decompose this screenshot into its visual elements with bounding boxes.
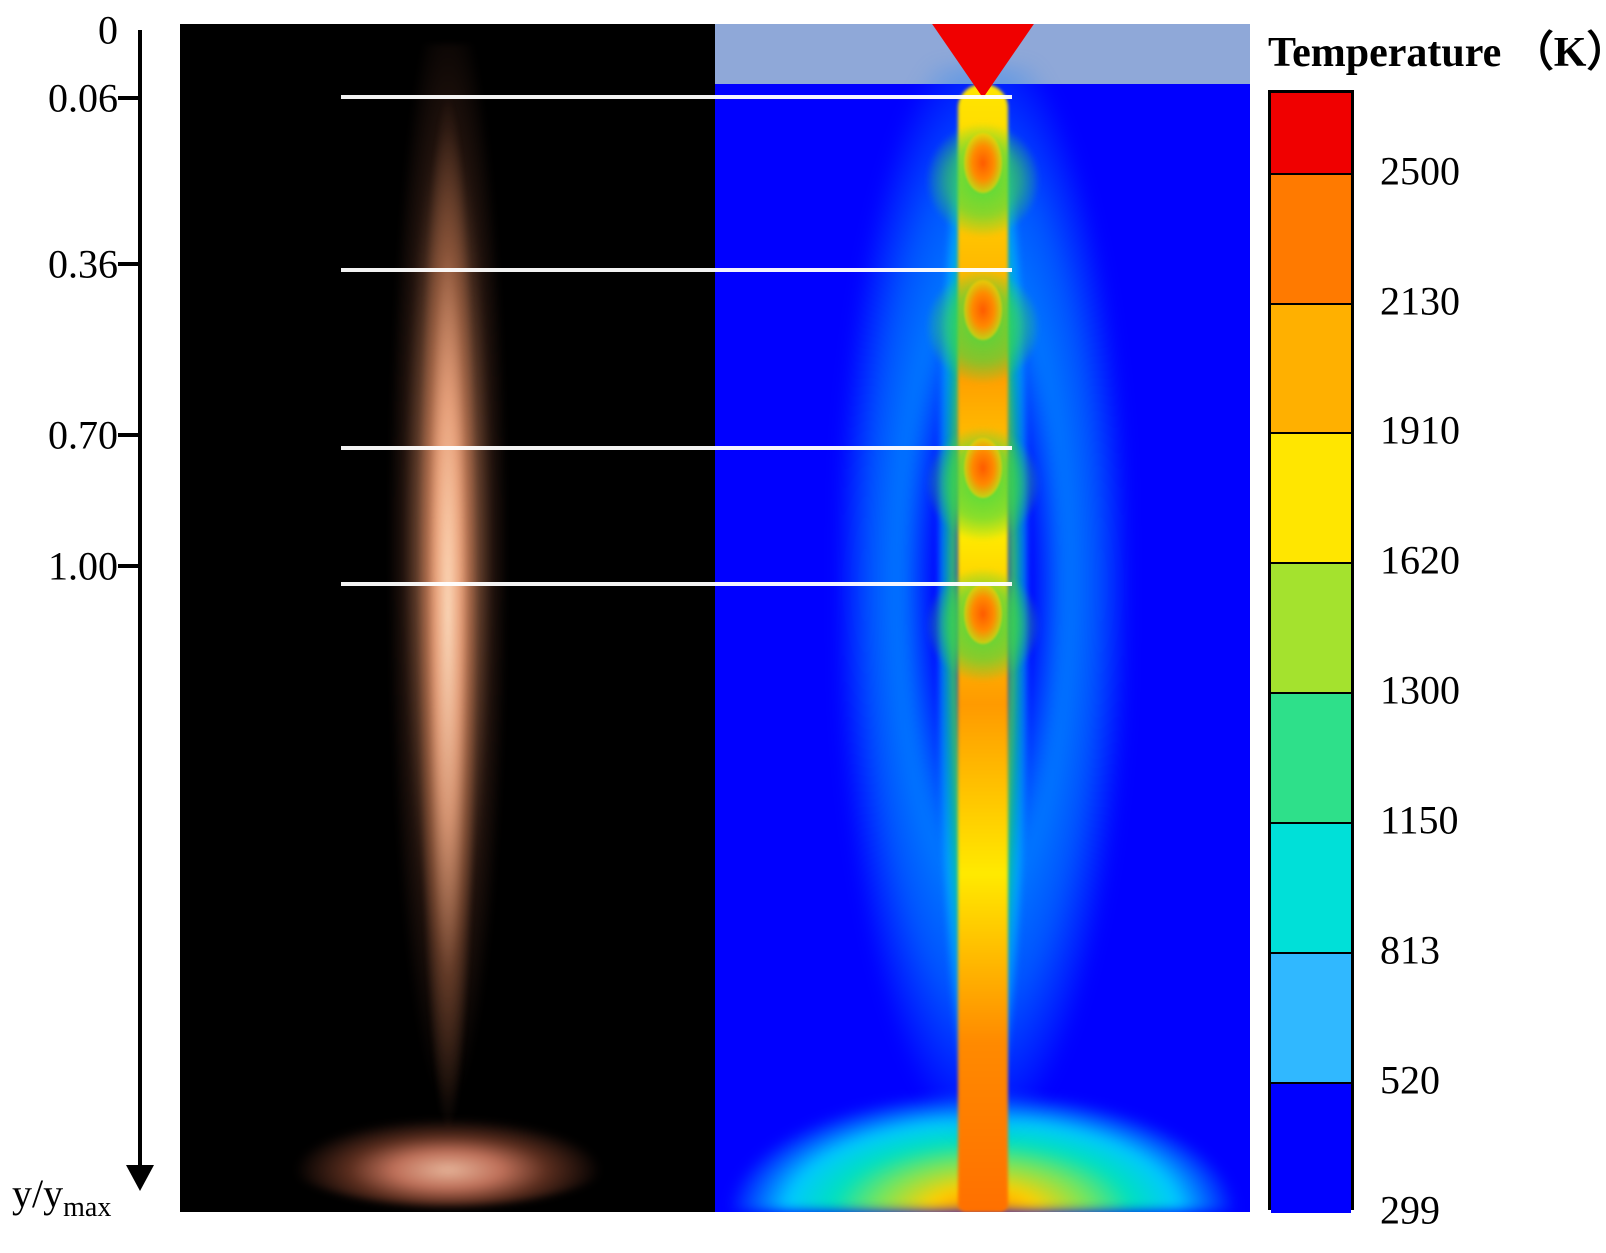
- sim-hot-node: [964, 584, 1002, 644]
- y-axis-title: y/ymax: [12, 1170, 111, 1224]
- colorbar-tick-label: 1300: [1380, 667, 1460, 714]
- y-axis-tick-label: 0.36: [8, 240, 118, 287]
- colorbar-tick-label: 813: [1380, 927, 1440, 974]
- y-axis-tick-label: 1.00: [8, 542, 118, 589]
- colorbar-tick-label: 1150: [1380, 797, 1459, 844]
- sim-hot-node: [964, 280, 1002, 340]
- sim-hot-node: [964, 133, 1002, 193]
- colorbar-tick-label: 1620: [1380, 537, 1460, 584]
- colorbar-tick-label: 299: [1380, 1187, 1440, 1234]
- panel-experiment: [180, 24, 715, 1212]
- figure-root: 00.060.360.701.00 y/ymax Temperature （K）…: [0, 0, 1606, 1253]
- colorbar-tick-label: 2130: [1380, 277, 1460, 324]
- y-axis-tick: [118, 262, 142, 266]
- colorbar-tick-label: 1910: [1380, 407, 1460, 454]
- colorbar-tick-label: 2500: [1380, 147, 1460, 194]
- sim-jet: [938, 84, 1028, 1212]
- experimental-ground-splash: [268, 1086, 628, 1206]
- y-axis-tick: [118, 564, 142, 568]
- sim-nozzle-icon: [928, 24, 1038, 98]
- y-axis-arrow-icon: [126, 1165, 154, 1191]
- y-axis-tick-label: 0.70: [8, 411, 118, 458]
- y-axis-tick-label: 0.06: [8, 75, 118, 122]
- colorbar: Temperature （K） 2500 2130 1910 1620 1300 1150…: [1268, 18, 1598, 1218]
- y-axis-line: [138, 30, 142, 1170]
- y-axis-tick: [118, 96, 142, 100]
- y-axis-tick: [118, 433, 142, 437]
- experimental-plume-core: [418, 84, 478, 1144]
- colorbar-title: Temperature （K）: [1268, 18, 1598, 79]
- sim-hot-node: [964, 438, 1002, 498]
- colorbar-tick-label: 520: [1380, 1057, 1440, 1104]
- y-axis: 00.060.360.701.00 y/ymax: [18, 20, 178, 1210]
- panel-container: [180, 24, 1250, 1212]
- y-axis-tick-label: 0: [8, 7, 118, 54]
- panel-simulation: [715, 24, 1250, 1212]
